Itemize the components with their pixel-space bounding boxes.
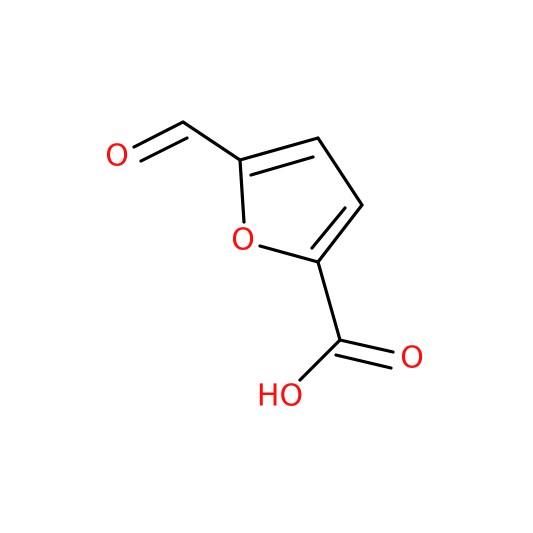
bond bbox=[132, 120, 185, 149]
atom-label: O bbox=[231, 223, 255, 258]
bond bbox=[139, 136, 189, 163]
bond bbox=[316, 136, 364, 207]
atom-label: HO bbox=[257, 379, 303, 414]
atom-label: O bbox=[400, 341, 424, 376]
bond bbox=[310, 206, 347, 250]
bond bbox=[181, 120, 242, 162]
bond bbox=[238, 136, 320, 162]
bond bbox=[258, 244, 320, 264]
bond bbox=[298, 338, 342, 382]
bonds bbox=[132, 120, 395, 382]
bond bbox=[334, 353, 393, 370]
bond bbox=[249, 155, 315, 177]
bond bbox=[316, 203, 364, 264]
bond bbox=[338, 338, 395, 354]
atom-label: O bbox=[105, 139, 129, 174]
bond bbox=[238, 158, 246, 224]
bond bbox=[316, 260, 342, 342]
